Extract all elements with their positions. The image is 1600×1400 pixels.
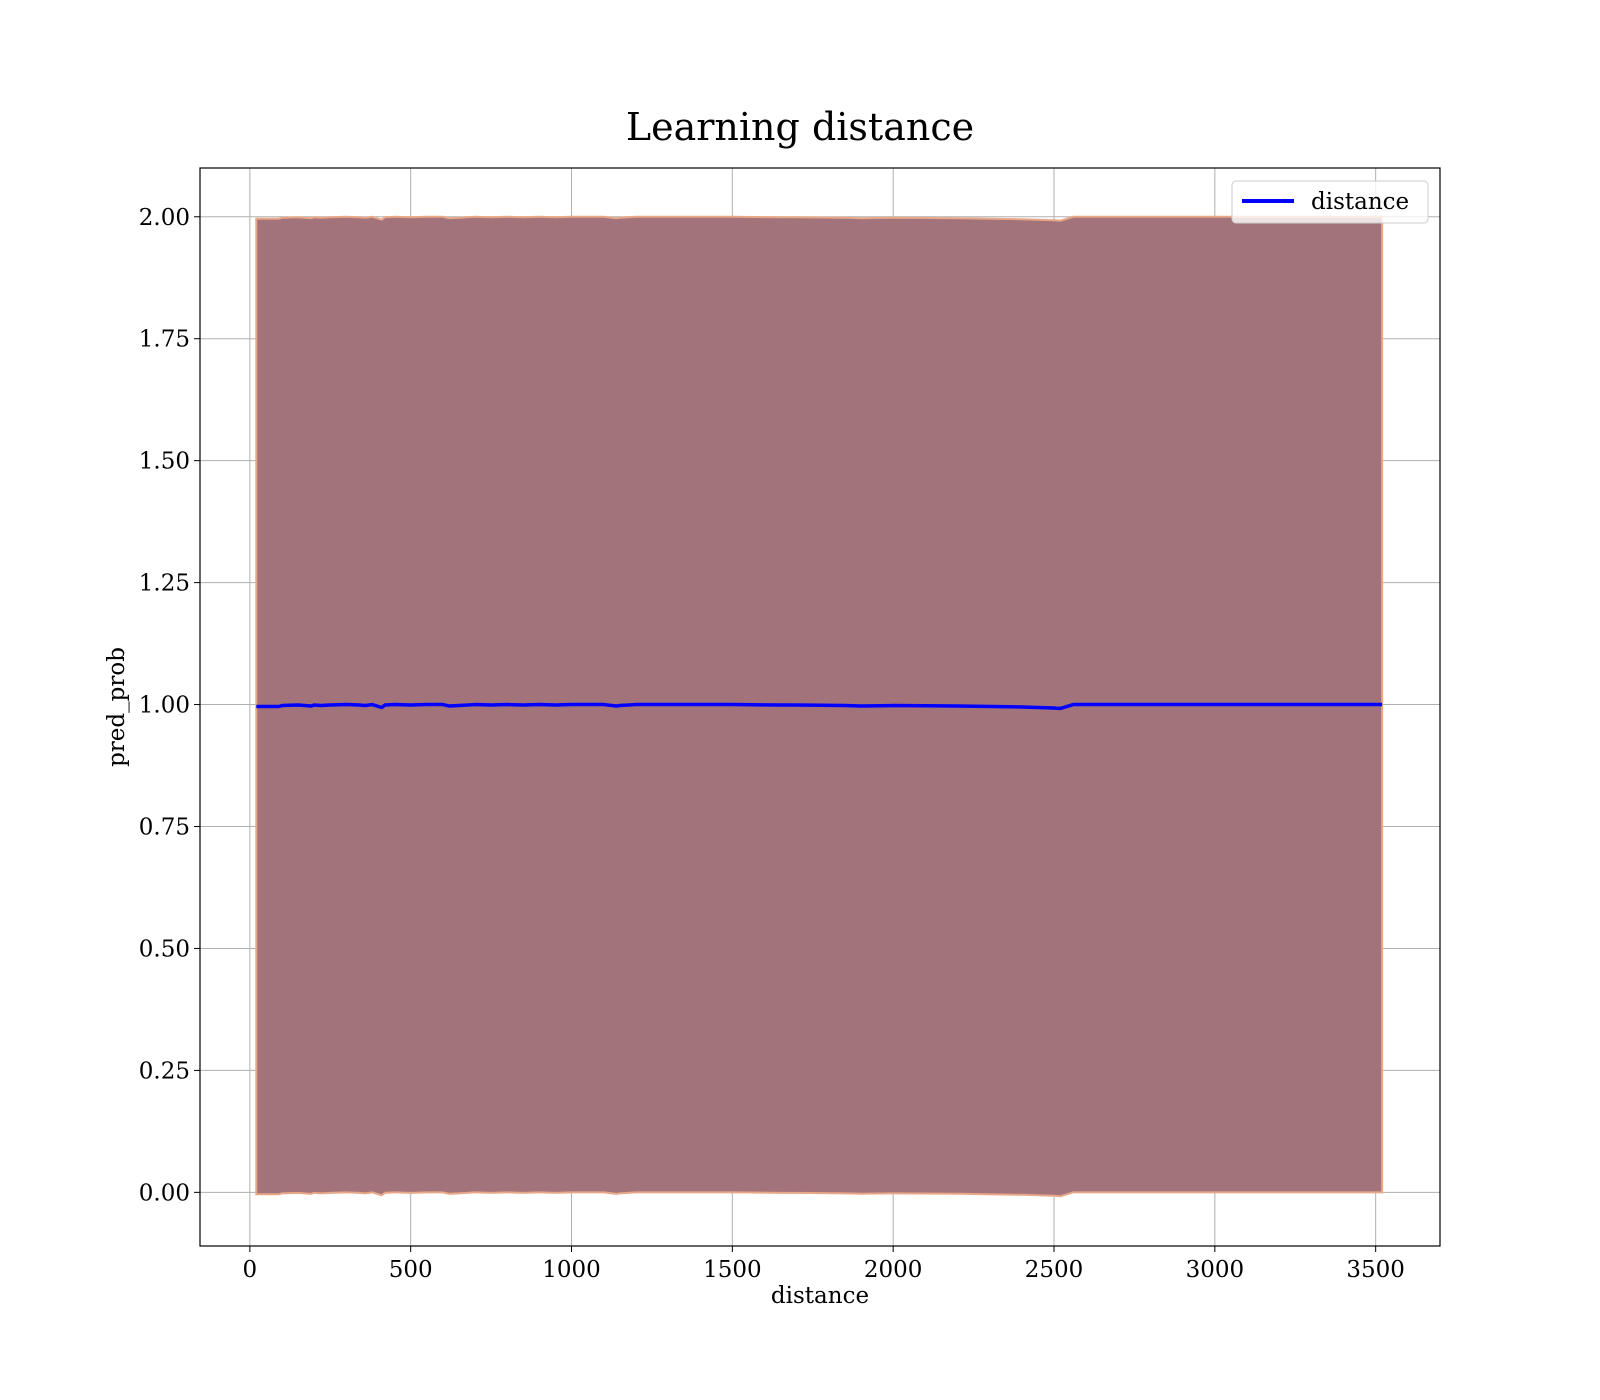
legend: distance bbox=[1231, 180, 1429, 224]
y-tick-label: 2.00 bbox=[139, 205, 190, 231]
x-tick-label: 3500 bbox=[1346, 1257, 1405, 1283]
y-tick-label: 0.50 bbox=[139, 936, 190, 962]
x-tick-label: 1500 bbox=[703, 1257, 762, 1283]
plot-frame bbox=[199, 167, 1441, 1247]
y-axis-label: pred_prob bbox=[104, 647, 130, 767]
x-tick-label: 1000 bbox=[542, 1257, 601, 1283]
x-axis: 0 500 1000 1500 2000 2500 3000 3500 bbox=[243, 1246, 1405, 1283]
y-tick-label: 1.25 bbox=[139, 571, 190, 597]
y-tick-label: 0.00 bbox=[139, 1180, 190, 1206]
x-tick-label: 2500 bbox=[1025, 1257, 1084, 1283]
y-tick-label: 1.00 bbox=[139, 693, 190, 719]
x-tick-label: 0 bbox=[243, 1257, 258, 1283]
y-tick-label: 0.75 bbox=[139, 815, 190, 841]
y-tick-label: 1.50 bbox=[139, 449, 190, 475]
y-tick-label: 1.75 bbox=[139, 327, 190, 353]
chart-title: Learning distance bbox=[626, 105, 974, 149]
x-tick-label: 500 bbox=[389, 1257, 433, 1283]
x-axis-label: distance bbox=[771, 1283, 869, 1309]
y-tick-label: 0.25 bbox=[139, 1058, 190, 1084]
series-line-distance bbox=[256, 702, 1383, 711]
line-layer bbox=[256, 702, 1383, 711]
x-tick-label: 3000 bbox=[1186, 1257, 1245, 1283]
x-tick-label: 2000 bbox=[864, 1257, 923, 1283]
legend-label-distance: distance bbox=[1311, 189, 1409, 215]
legend-box bbox=[1231, 180, 1429, 224]
y-axis: 0.00 0.25 0.50 0.75 1.00 1.25 1.50 1.75 2.00 bbox=[139, 205, 200, 1206]
